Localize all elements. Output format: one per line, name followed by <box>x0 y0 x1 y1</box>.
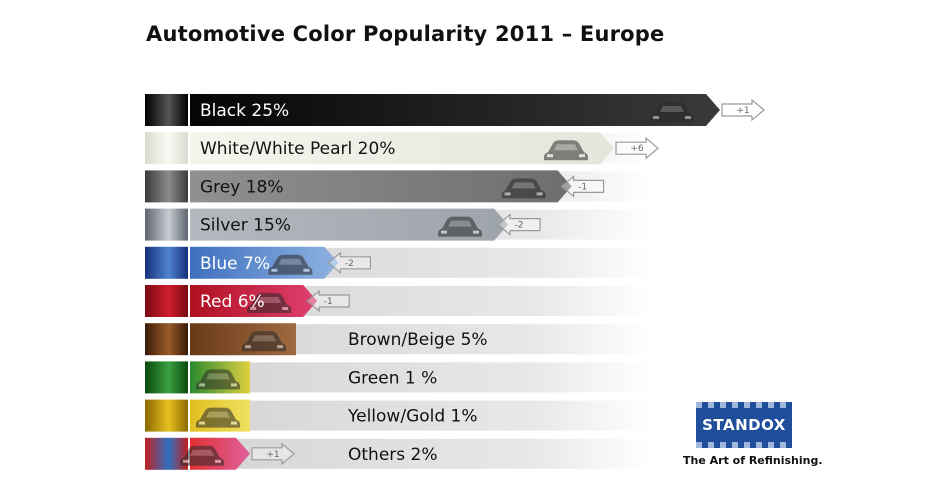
brand-tagline: The Art of Refinishing. <box>683 454 823 467</box>
increase-arrow-icon <box>251 442 295 466</box>
bar-label: Silver 15% <box>200 216 291 236</box>
bar-row: -2 Silver 15% <box>145 208 650 241</box>
bar-row: -1 Red 6% <box>145 285 650 317</box>
bar-label: Brown/Beige 5% <box>348 330 488 350</box>
color-swatch <box>145 208 188 241</box>
bar-row: +6 White/White Pearl 20% <box>145 132 659 165</box>
color-swatch <box>145 246 188 279</box>
car-icon <box>242 331 286 352</box>
increase-arrow-icon <box>615 136 659 160</box>
change-label: +6 <box>630 144 644 154</box>
bar-track <box>190 362 650 393</box>
change-label: -1 <box>578 182 587 192</box>
bar-label: Blue 7% <box>200 254 270 274</box>
bar-label: Black 25% <box>200 101 289 121</box>
color-swatch <box>145 132 188 165</box>
bar-track <box>190 438 650 469</box>
bar <box>190 94 720 126</box>
car-icon <box>247 293 292 313</box>
bar-label: Green 1 % <box>348 368 437 388</box>
bar-row: -1 Grey 18% <box>145 170 650 203</box>
car-icon <box>501 178 546 199</box>
bar-label: White/White Pearl 20% <box>200 139 395 159</box>
color-swatch <box>145 361 188 394</box>
car-icon <box>196 369 240 390</box>
decrease-arrow-icon <box>306 289 350 313</box>
color-swatch <box>145 323 188 356</box>
bar <box>190 132 614 165</box>
change-label: -2 <box>345 259 354 269</box>
car-icon <box>268 254 313 275</box>
bar-label: Red 6% <box>200 292 265 312</box>
car-icon <box>650 102 694 122</box>
bar-label: Grey 18% <box>200 177 284 197</box>
car-icon <box>544 140 588 161</box>
color-swatch <box>145 285 188 317</box>
bar-label: Yellow/Gold 1% <box>347 407 478 427</box>
decrease-arrow-icon <box>327 251 371 275</box>
bar-row: Green 1 % <box>145 361 650 394</box>
bar-row: +1 Others 2% <box>145 437 650 470</box>
decrease-arrow-icon <box>560 175 605 198</box>
bar-row: +1 Black 25% <box>145 94 765 126</box>
color-swatch <box>145 399 188 432</box>
chart-title: Automotive Color Popularity 2011 – Europ… <box>146 22 665 46</box>
decrease-arrow-icon <box>497 213 541 236</box>
color-swatch <box>145 170 188 203</box>
change-label: +1 <box>266 450 279 460</box>
bar-row: Brown/Beige 5% <box>145 323 650 356</box>
bar <box>190 170 572 203</box>
color-swatch <box>145 94 188 126</box>
car-icon <box>180 445 224 466</box>
car-icon <box>196 407 240 428</box>
bar-row: -2 Blue 7% <box>145 246 650 279</box>
change-label: -1 <box>324 297 333 307</box>
bar-label: Others 2% <box>348 445 438 465</box>
increase-arrow-icon <box>721 98 765 122</box>
bar-track <box>190 400 650 431</box>
car-icon <box>438 216 482 237</box>
bar-row: Yellow/Gold 1% <box>145 399 650 432</box>
bar <box>190 208 508 241</box>
change-label: +1 <box>736 106 749 116</box>
change-label: -2 <box>515 221 524 231</box>
standox-logo: STANDOX <box>696 402 792 448</box>
